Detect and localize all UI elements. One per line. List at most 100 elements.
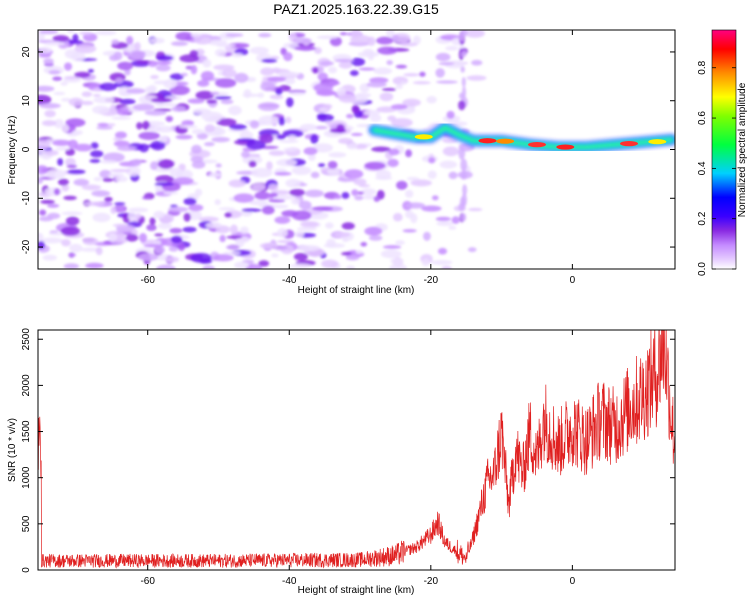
noise-blob: [100, 159, 117, 164]
noise-blob: [421, 258, 430, 267]
noise-blob: [412, 81, 431, 85]
noise-blob: [63, 195, 77, 201]
noise-blob: [125, 166, 141, 177]
noise-blob: [410, 213, 418, 224]
noise-blob: [248, 200, 269, 206]
noise-blob: [165, 115, 174, 122]
noise-blob: [90, 150, 104, 158]
noise-blob: [83, 201, 106, 206]
noise-blob: [261, 205, 275, 215]
noise-blob: [228, 179, 246, 188]
colorbar-tick-label: 0.8: [697, 60, 708, 74]
noise-blob: [179, 54, 200, 63]
noise-blob: [178, 124, 198, 129]
noise-blob: [63, 263, 80, 269]
noise-blob: [41, 120, 57, 127]
noise-blob: [391, 118, 413, 128]
noise-blob: [291, 198, 301, 205]
noise-blob: [259, 133, 274, 144]
noise-blob: [336, 123, 345, 134]
noise-blob: [216, 118, 237, 127]
noise-blob: [38, 31, 45, 41]
noise-blob: [112, 223, 129, 227]
y-tick-label: 0: [21, 567, 32, 573]
noise-blob: [245, 263, 263, 269]
noise-blob: [298, 200, 312, 210]
noise-blob: [74, 71, 91, 78]
noise-blob: [116, 107, 130, 116]
noise-blob: [291, 166, 312, 176]
noise-blob: [190, 64, 198, 75]
colorbar-tick-label: 0.2: [697, 211, 708, 225]
noise-blob: [62, 124, 70, 133]
noise-blob: [274, 171, 292, 176]
noise-blob: [423, 231, 431, 241]
y-tick-label: -20: [21, 239, 32, 254]
noise-blob: [260, 67, 275, 76]
x-tick-label: 0: [570, 576, 576, 587]
noise-blob: [53, 91, 66, 96]
noise-blob: [115, 77, 123, 84]
noise-blob: [44, 150, 59, 156]
noise-blob: [328, 81, 341, 86]
noise-blob: [391, 34, 400, 41]
noise-blob: [94, 30, 117, 36]
y-tick-label: 0: [21, 146, 32, 152]
noise-blob: [39, 103, 61, 109]
noise-blob: [468, 207, 483, 212]
noise-blob: [379, 92, 394, 102]
noise-blob: [373, 67, 393, 75]
noise-blob: [139, 232, 147, 243]
noise-blob: [146, 224, 157, 232]
noise-blob: [182, 226, 197, 233]
noise-blob: [64, 62, 73, 71]
noise-blob: [87, 69, 94, 73]
noise-blob: [138, 253, 159, 262]
noise-blob: [110, 104, 117, 114]
noise-blob: [43, 41, 66, 46]
noise-blob: [251, 183, 266, 191]
noise-blob: [41, 237, 64, 244]
noise-blob: [388, 148, 400, 156]
noise-blob: [85, 262, 104, 269]
noise-blob: [115, 235, 129, 244]
noise-blob: [400, 81, 407, 85]
noise-blob: [171, 106, 186, 112]
noise-blob: [319, 61, 334, 66]
noise-blob: [293, 252, 308, 261]
noise-blob: [350, 132, 363, 137]
noise-blob: [53, 188, 61, 196]
noise-blob: [287, 134, 297, 141]
x-tick-label: -60: [140, 576, 155, 587]
noise-blob: [297, 226, 317, 231]
noise-blob: [181, 119, 195, 127]
noise-blob: [341, 192, 350, 199]
noise-blob: [220, 99, 234, 105]
noise-blob: [426, 96, 437, 104]
noise-blob: [354, 195, 364, 201]
noise-blob: [289, 188, 305, 197]
noise-blob: [312, 67, 319, 74]
x-tick-label: -60: [140, 275, 155, 286]
y-tick-label: 10: [21, 95, 32, 107]
noise-blob: [233, 193, 255, 203]
noise-blob: [99, 169, 112, 179]
noise-blob: [361, 188, 377, 196]
noise-blob: [294, 46, 317, 51]
noise-blob: [334, 231, 351, 238]
noise-blob: [61, 239, 71, 247]
noise-blob: [313, 83, 334, 93]
noise-blob: [150, 75, 159, 80]
noise-blob: [274, 204, 289, 209]
noise-blob: [52, 76, 63, 81]
noise-blob: [108, 233, 118, 242]
spectrogram-y-ticks: -20 -10 0 10 20: [21, 46, 675, 254]
noise-blob: [74, 44, 97, 54]
noise-blob: [406, 176, 420, 181]
noise-blob: [153, 61, 172, 65]
noise-blob: [126, 35, 134, 45]
noise-blob: [188, 204, 204, 212]
noise-blob: [389, 263, 407, 269]
noise-blob: [350, 57, 366, 67]
noise-blob: [191, 160, 206, 169]
